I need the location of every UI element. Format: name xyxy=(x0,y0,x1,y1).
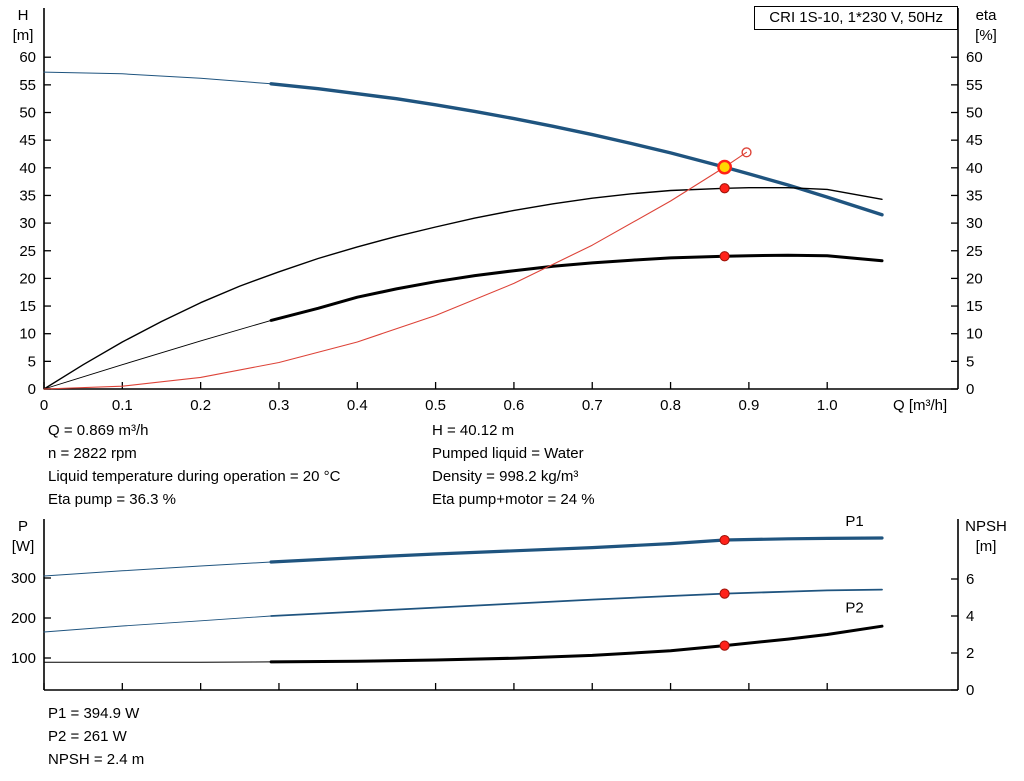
p1-curve xyxy=(269,536,884,564)
y-right-axis-title: NPSH xyxy=(965,518,1007,535)
info-density: Density = 998.2 kg/m³ xyxy=(432,468,579,485)
operating-dot xyxy=(719,183,730,194)
y-tick-label-right: 35 xyxy=(966,187,983,204)
y-tick-label-left: 0 xyxy=(28,381,36,398)
y-tick-label-left: 25 xyxy=(19,243,36,260)
system-curve xyxy=(43,151,748,390)
x-tick-label: 0.5 xyxy=(425,397,446,414)
pump-model-label: CRI 1S-10, 1*230 V, 50Hz xyxy=(754,6,958,30)
operating-dot xyxy=(719,251,730,262)
eta-pump-motor-lead-in xyxy=(43,319,272,390)
info-npsh: NPSH = 2.4 m xyxy=(48,751,145,768)
duty-info-left: Q = 0.869 m³/h n = 2822 rpm Liquid tempe… xyxy=(48,419,340,511)
eta-pump-motor-curve xyxy=(269,253,884,322)
info-eta-pump: Eta pump = 36.3 % xyxy=(48,491,176,508)
y-tick-label-right: 20 xyxy=(966,270,983,287)
y-right-axis-title: [m] xyxy=(976,538,997,555)
y-tick-label-right: 4 xyxy=(966,608,974,625)
y-tick-label-right: 40 xyxy=(966,160,983,177)
x-axis-title: Q [m³/h] xyxy=(893,397,947,414)
p2-curve-lead-in xyxy=(43,615,272,633)
head-curve xyxy=(269,82,884,217)
x-tick-label: 0.4 xyxy=(347,397,368,414)
x-tick-label: 0.3 xyxy=(269,397,290,414)
y-tick-label-left: 40 xyxy=(19,160,36,177)
y-tick-label-right: 50 xyxy=(966,105,983,122)
y-tick-label-right: 30 xyxy=(966,215,983,232)
y-tick-label-left: 10 xyxy=(19,326,36,343)
info-pumped-liquid: Pumped liquid = Water xyxy=(432,445,584,462)
y-tick-label-left: 45 xyxy=(19,132,36,149)
y-tick-label-right: 45 xyxy=(966,132,983,149)
y-tick-label-right: 55 xyxy=(966,77,983,94)
operating-dot xyxy=(719,640,730,651)
operating-dot xyxy=(719,588,730,599)
info-p2: P2 = 261 W xyxy=(48,728,127,745)
curve-label-p1: P1 xyxy=(845,513,863,530)
info-eta-pump-motor: Eta pump+motor = 24 % xyxy=(432,491,595,508)
y-right-axis-title: eta xyxy=(976,7,998,24)
npsh-curve xyxy=(269,624,884,664)
duty-info-right: H = 40.12 m Pumped liquid = Water Densit… xyxy=(432,419,595,511)
y-tick-label-left: 300 xyxy=(11,570,36,587)
y-tick-label-left: 20 xyxy=(19,270,36,287)
x-tick-label: 0.8 xyxy=(660,397,681,414)
info-liquid-temperature: Liquid temperature during operation = 20… xyxy=(48,468,341,485)
y-tick-label-right: 15 xyxy=(966,298,983,315)
x-tick-label: 0.2 xyxy=(190,397,211,414)
y-tick-label-left: 30 xyxy=(19,215,36,232)
y-tick-label-left: 35 xyxy=(19,187,36,204)
head-curve-lead-in xyxy=(43,71,272,85)
y-left-axis-title: H xyxy=(18,7,29,24)
curve-label-p2: P2 xyxy=(845,599,863,616)
y-left-axis-title: [m] xyxy=(13,27,34,44)
y-tick-label-left: 5 xyxy=(28,353,36,370)
x-tick-label: 0.7 xyxy=(582,397,603,414)
y-tick-label-left: 15 xyxy=(19,298,36,315)
y-tick-label-right: 0 xyxy=(966,682,974,699)
y-left-axis-title: P xyxy=(18,518,28,535)
eta-pump-curve xyxy=(43,186,883,390)
p2-curve xyxy=(270,588,883,617)
x-tick-label: 0.6 xyxy=(503,397,524,414)
info-speed: n = 2822 rpm xyxy=(48,445,137,462)
p1-curve-lead-in xyxy=(43,561,272,577)
y-tick-label-right: 0 xyxy=(966,381,974,398)
y-tick-label-right: 6 xyxy=(966,571,974,588)
x-tick-label: 0 xyxy=(40,397,48,414)
y-tick-label-right: 2 xyxy=(966,645,974,662)
end-open-circle xyxy=(741,147,752,158)
info-flow: Q = 0.869 m³/h xyxy=(48,422,149,439)
operating-dot xyxy=(719,534,730,546)
y-tick-label-right: 10 xyxy=(966,326,983,343)
power-npsh-info: P1 = 394.9 W P2 = 261 W NPSH = 2.4 m xyxy=(48,702,144,771)
info-head: H = 40.12 m xyxy=(432,422,515,439)
y-left-axis-title: [W] xyxy=(12,538,35,555)
y-tick-label-right: 60 xyxy=(966,49,983,66)
x-tick-label: 0.1 xyxy=(112,397,133,414)
y-tick-label-right: 5 xyxy=(966,353,974,370)
x-tick-label: 0.9 xyxy=(738,397,759,414)
info-p1: P1 = 394.9 W xyxy=(48,705,140,722)
y-tick-label-left: 60 xyxy=(19,49,36,66)
y-tick-label-left: 55 xyxy=(19,77,36,94)
y-tick-label-left: 50 xyxy=(19,105,36,122)
duty-point-marker xyxy=(717,159,733,175)
y-tick-label-left: 100 xyxy=(11,650,36,667)
x-tick-label: 1.0 xyxy=(817,397,838,414)
y-tick-label-left: 200 xyxy=(11,610,36,627)
y-tick-label-right: 25 xyxy=(966,243,983,260)
y-right-axis-title: [%] xyxy=(975,27,997,44)
